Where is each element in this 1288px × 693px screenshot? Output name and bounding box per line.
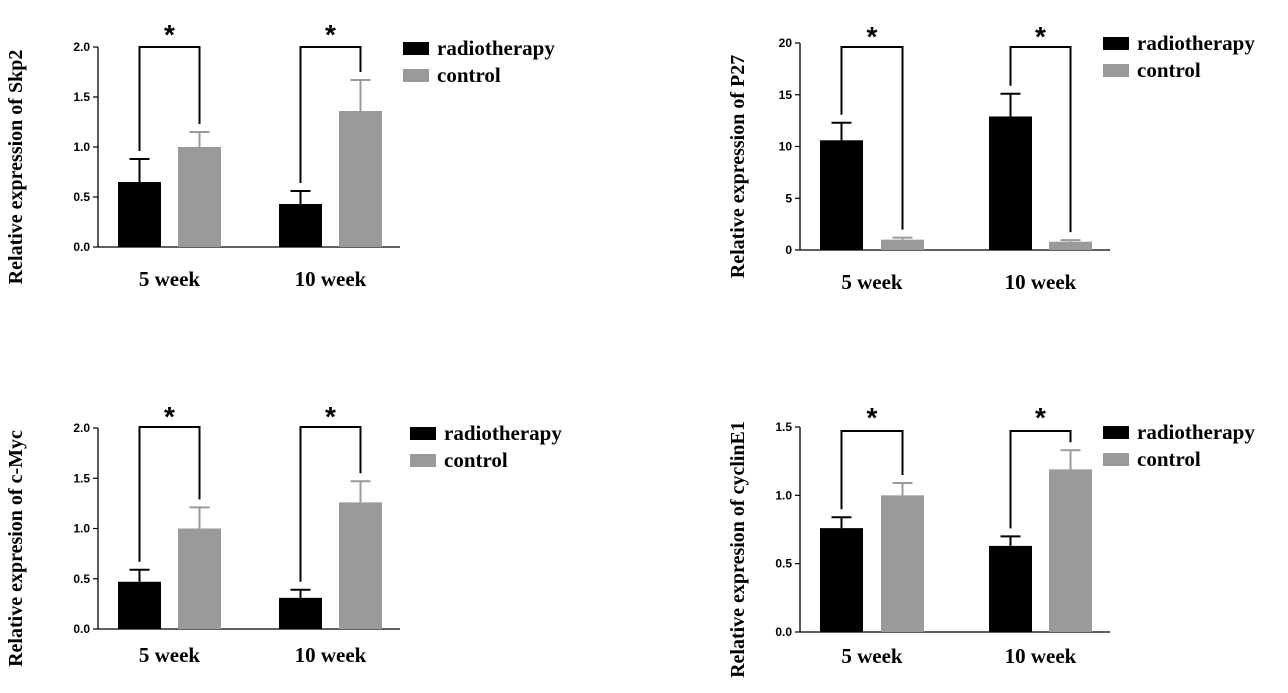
bar-control bbox=[881, 495, 924, 632]
legend-label-control: control bbox=[444, 448, 508, 472]
legend-label-radiotherapy: radiotherapy bbox=[437, 36, 555, 60]
legend-label-control: control bbox=[437, 63, 501, 87]
y-tick-label: 0.5 bbox=[775, 557, 792, 571]
bar-radiotherapy bbox=[820, 528, 863, 632]
legend-label-control: control bbox=[1137, 58, 1201, 82]
y-tick-label: 0.0 bbox=[775, 625, 792, 639]
y-tick-label: 1.5 bbox=[73, 471, 90, 485]
significance-star: * bbox=[325, 19, 336, 50]
bar-control bbox=[1049, 469, 1092, 632]
significance-star: * bbox=[1035, 21, 1046, 52]
significance-star: * bbox=[164, 401, 175, 432]
chart-p27: Relative expression of P27 0 5 10 15 20 * * 5 we… bbox=[727, 21, 1255, 294]
y-tick-label: 1.5 bbox=[775, 420, 792, 434]
chart-cyclin-e1: Relative expresion of cyclinE1 0.0 0.5 1.0 1… bbox=[727, 402, 1255, 678]
y-axis-label: Relative expresion of c-Myc bbox=[5, 430, 27, 667]
legend-label-radiotherapy: radiotherapy bbox=[444, 421, 562, 445]
x-category-label: 5 week bbox=[841, 644, 903, 668]
y-tick-label: 0.5 bbox=[73, 190, 90, 204]
significance-star: * bbox=[867, 402, 878, 433]
y-tick-label: 5 bbox=[785, 191, 792, 205]
bar-control bbox=[1049, 241, 1092, 250]
y-tick-label: 1.5 bbox=[73, 90, 90, 104]
significance-bracket bbox=[299, 426, 362, 582]
bar-control bbox=[178, 147, 221, 247]
y-tick-label: 1.0 bbox=[73, 140, 90, 154]
significance-bracket bbox=[138, 426, 201, 562]
y-tick-label: 1.0 bbox=[775, 488, 792, 502]
bar-control bbox=[881, 239, 924, 250]
x-category-label: 10 week bbox=[1005, 270, 1077, 294]
y-axis-label: Relative expresion of cyclinE1 bbox=[727, 421, 749, 678]
significance-bracket bbox=[840, 46, 904, 230]
x-category-label: 5 week bbox=[841, 270, 903, 294]
significance-star: * bbox=[867, 21, 878, 52]
significance-bracket bbox=[1009, 46, 1072, 233]
chart-c-myc: Relative expresion of c-Myc 0.0 0.5 1.0 1.5 2… bbox=[5, 401, 562, 667]
significance-star: * bbox=[1035, 402, 1046, 433]
bar-radiotherapy bbox=[118, 581, 161, 629]
significance-bracket bbox=[138, 46, 201, 151]
y-tick-label: 20 bbox=[779, 36, 793, 50]
x-category-label: 10 week bbox=[1005, 644, 1077, 668]
x-category-label: 5 week bbox=[139, 643, 201, 667]
x-category-label: 10 week bbox=[295, 643, 367, 667]
legend-swatch-radiotherapy bbox=[1103, 37, 1129, 50]
bar-control bbox=[339, 502, 382, 629]
y-tick-label: 0.5 bbox=[73, 572, 90, 586]
significance-bracket bbox=[840, 430, 904, 510]
bar-control bbox=[178, 528, 221, 629]
significance-star: * bbox=[325, 401, 336, 432]
y-axis-label: Relative expression of Skp2 bbox=[5, 50, 27, 285]
chart-skp2: Relative expression of Skp2 0.0 0.5 1.0 1.5 2… bbox=[5, 19, 555, 291]
y-tick-label: 1.0 bbox=[73, 522, 90, 536]
significance-bracket bbox=[299, 46, 362, 183]
bar-control bbox=[339, 111, 382, 247]
significance-bracket bbox=[1009, 430, 1072, 529]
y-tick-label: 2.0 bbox=[73, 40, 90, 54]
bar-radiotherapy bbox=[279, 597, 322, 629]
legend-swatch-control bbox=[1103, 453, 1129, 466]
legend-swatch-control bbox=[410, 454, 436, 467]
legend-label-control: control bbox=[1137, 447, 1201, 471]
legend-label-radiotherapy: radiotherapy bbox=[1137, 420, 1255, 444]
bar-radiotherapy bbox=[989, 545, 1032, 632]
y-tick-label: 0 bbox=[785, 243, 792, 257]
legend-swatch-radiotherapy bbox=[410, 427, 436, 440]
x-category-label: 10 week bbox=[295, 267, 367, 291]
legend-swatch-radiotherapy bbox=[403, 42, 429, 55]
y-tick-label: 0.0 bbox=[73, 240, 90, 254]
y-tick-label: 0.0 bbox=[73, 622, 90, 636]
legend-swatch-control bbox=[1103, 64, 1129, 77]
legend-swatch-control bbox=[403, 69, 429, 82]
y-tick-label: 15 bbox=[779, 88, 793, 102]
bar-radiotherapy bbox=[989, 116, 1032, 250]
legend-swatch-radiotherapy bbox=[1103, 426, 1129, 439]
x-category-label: 5 week bbox=[139, 267, 201, 291]
bar-radiotherapy bbox=[118, 182, 161, 247]
y-axis-label: Relative expression of P27 bbox=[727, 55, 749, 279]
y-tick-label: 10 bbox=[779, 140, 793, 154]
legend-label-radiotherapy: radiotherapy bbox=[1137, 31, 1255, 55]
bar-radiotherapy bbox=[279, 204, 322, 247]
y-tick-label: 2.0 bbox=[73, 421, 90, 435]
bar-radiotherapy bbox=[820, 140, 863, 250]
significance-star: * bbox=[164, 19, 175, 50]
